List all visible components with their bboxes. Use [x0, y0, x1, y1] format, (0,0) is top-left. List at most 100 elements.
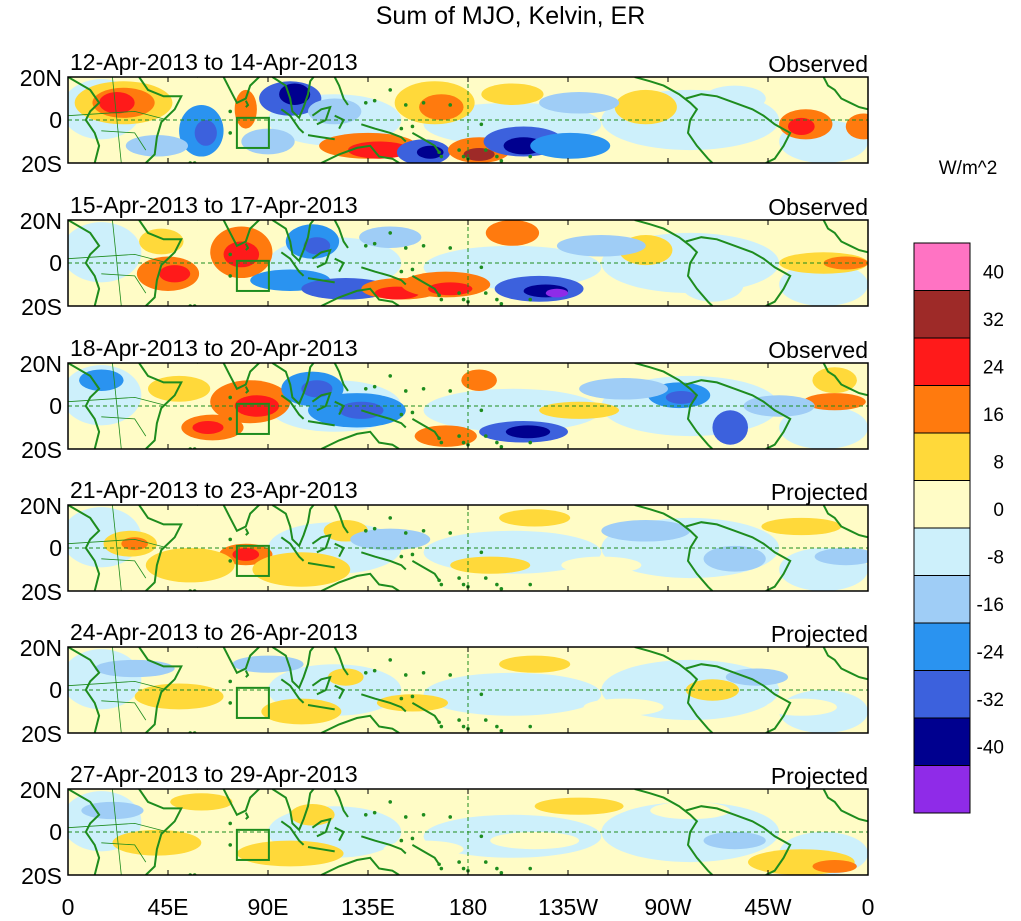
anomaly-patch	[68, 649, 142, 710]
island	[399, 412, 404, 417]
island	[372, 241, 377, 246]
island	[399, 554, 404, 559]
coastline	[68, 220, 101, 306]
colorbar-label: 16	[983, 405, 1004, 426]
panel-status: Projected	[771, 479, 868, 505]
anomaly-patch	[485, 220, 540, 246]
anomaly-patch	[761, 517, 842, 536]
island	[479, 408, 484, 413]
panel-date-range: 12-Apr-2013 to 14-Apr-2013	[70, 49, 358, 75]
island	[403, 103, 408, 107]
coastline	[196, 220, 261, 248]
island	[437, 436, 441, 441]
coastline	[307, 420, 335, 427]
island	[448, 673, 453, 677]
y-tick-label: 20N	[20, 65, 62, 91]
anomaly-patch	[650, 801, 731, 820]
country-border	[101, 700, 147, 721]
coastline	[244, 812, 250, 820]
coastline	[68, 363, 101, 449]
coastline	[333, 77, 349, 106]
coastline	[634, 77, 714, 163]
x-tick-label: 135E	[341, 894, 395, 920]
anomaly-patch	[681, 267, 744, 302]
map-panel: 27-Apr-2013 to 29-Apr-2013 Projected 20N 0 2…	[20, 761, 869, 889]
country-border	[101, 416, 147, 437]
y-tick-label: 20S	[21, 721, 62, 747]
panel-status: Observed	[768, 337, 868, 363]
country-border	[112, 647, 122, 733]
coastline	[280, 820, 305, 846]
coastline	[280, 678, 305, 704]
y-tick-label: 20N	[20, 351, 62, 377]
coastline	[138, 220, 183, 306]
island	[461, 154, 466, 159]
anomaly-patch	[556, 235, 646, 257]
coastline	[822, 363, 868, 397]
panel-status: Observed	[768, 194, 868, 220]
plot-title: Sum of MJO, Kelvin, ER	[375, 2, 646, 30]
island	[479, 692, 484, 697]
map-panel: 15-Apr-2013 to 17-Apr-2013 Observed 20N 0 20…	[20, 192, 869, 320]
island	[437, 862, 441, 867]
island	[439, 724, 444, 729]
coastline	[311, 391, 332, 412]
coastline	[244, 670, 250, 678]
coastline	[138, 363, 183, 449]
index-box	[235, 544, 270, 577]
island	[372, 98, 377, 103]
coastline	[822, 505, 868, 539]
island	[228, 559, 233, 563]
island	[388, 231, 393, 235]
colorbar-swatch	[913, 765, 971, 814]
island	[372, 526, 377, 531]
anomaly-patch	[159, 265, 191, 283]
index-box	[235, 116, 270, 149]
y-tick-label: 0	[49, 677, 62, 703]
island	[439, 582, 444, 587]
anomaly-patch	[234, 89, 257, 129]
colorbar: 40 32 24 16 8 0 -8 -16 -24 -32 -40	[913, 242, 1005, 814]
island	[483, 718, 488, 722]
colorbar-swatch	[913, 622, 971, 671]
anomaly-patch	[703, 545, 766, 572]
coastline	[320, 714, 400, 733]
anomaly-patch	[303, 237, 331, 255]
coastline	[685, 93, 792, 163]
coastline	[411, 560, 440, 581]
coastline	[320, 144, 400, 163]
anomaly-patch	[359, 226, 422, 248]
colorbar-swatch	[913, 575, 971, 624]
colorbar-label: -32	[977, 690, 1004, 711]
island	[448, 103, 453, 107]
coastline	[320, 572, 400, 591]
island	[483, 576, 488, 580]
panel-date-range: 15-Apr-2013 to 17-Apr-2013	[70, 192, 358, 218]
coastline	[411, 418, 440, 439]
island	[439, 866, 444, 871]
panel-status: Projected	[771, 763, 868, 789]
island	[495, 440, 499, 445]
island	[499, 729, 504, 733]
coastline	[320, 430, 400, 449]
island	[528, 866, 533, 871]
island	[495, 866, 499, 871]
anomaly-patch	[112, 829, 202, 856]
colorbar-label: 32	[983, 310, 1004, 331]
colorbar-swatch	[913, 480, 971, 529]
colorbar-label: 24	[983, 358, 1005, 379]
anomaly-patch	[534, 797, 624, 815]
island	[457, 576, 461, 580]
panel-date-range: 21-Apr-2013 to 23-Apr-2013	[70, 477, 358, 503]
coastline	[333, 363, 349, 392]
anomaly-patch	[601, 520, 691, 542]
anomaly-patch	[236, 840, 344, 867]
island	[457, 718, 461, 722]
anomaly-patch	[192, 421, 224, 434]
x-tick-label: 90W	[644, 894, 692, 920]
coastline	[685, 663, 792, 733]
island	[439, 440, 444, 445]
coastline	[307, 704, 335, 711]
country-border	[68, 538, 169, 549]
island	[439, 154, 444, 159]
